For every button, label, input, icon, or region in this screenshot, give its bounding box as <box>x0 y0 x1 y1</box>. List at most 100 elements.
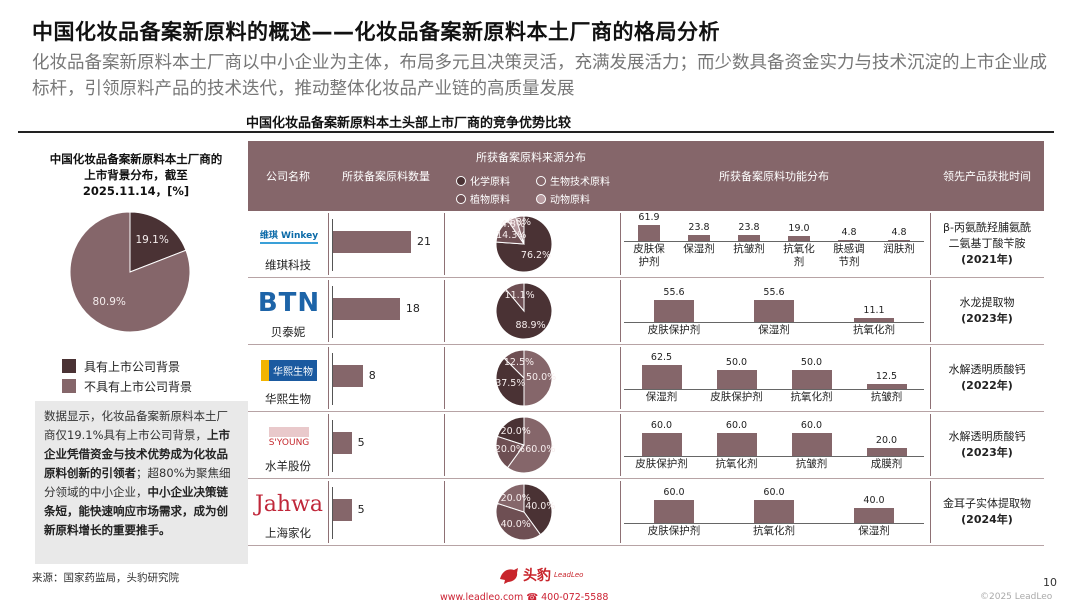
function-value: 55.6 <box>663 287 685 299</box>
company-logo: S'YOUNG <box>254 418 324 456</box>
footer-brand: 头豹 <box>523 568 551 584</box>
function-label: 肤感调节剂 <box>833 243 865 268</box>
listing-pie-label: 19.1% <box>135 233 169 246</box>
function-bar-chart: 55.6 皮肤保护剂 55.6 保湿剂 11.1 抗氧化剂 <box>620 278 928 344</box>
function-label: 保湿剂 <box>858 525 890 537</box>
source-pie-slice-0 <box>506 416 553 474</box>
column-divider <box>930 213 931 275</box>
source-pie-chart <box>495 349 553 407</box>
legend-item: 不具有上市公司背景 <box>62 376 192 396</box>
leadleo-logo: 头豹 LeadLeo <box>498 565 583 585</box>
function-label: 抗皱剂 <box>795 458 828 470</box>
function-label: 成膜剂 <box>870 458 903 470</box>
function-value: 20.0 <box>875 435 898 447</box>
function-label: 抗皱剂 <box>733 243 765 255</box>
function-value: 50.0 <box>800 356 823 368</box>
function-value: 60.0 <box>650 419 673 431</box>
product-name: β-丙氨酰羟脯氨酰 <box>943 221 1031 234</box>
function-bar <box>716 369 757 389</box>
source-pie-label: 60.0% <box>525 443 556 455</box>
function-axis <box>624 523 924 524</box>
function-label: 皮肤保护剂 <box>710 391 763 403</box>
company-logo: 华熙生物 <box>254 351 324 389</box>
column-divider <box>930 280 931 342</box>
approval-year: (2023年) <box>961 446 1013 459</box>
function-bar <box>791 432 832 456</box>
left-chart-title: 中国化妆品备案新原料本土厂商的上市背景分布，截至2025.11.14，[%] <box>49 152 223 198</box>
function-value: 19.0 <box>788 223 810 235</box>
function-label: 皮肤保护剂 <box>635 458 688 470</box>
source-pie-label: 40.0% <box>525 501 556 513</box>
source-pie-label: 20.0% <box>500 493 531 505</box>
source-legend-swatch <box>536 175 546 186</box>
function-axis <box>624 389 924 390</box>
function-bar-chart: 60.0 皮肤保护剂 60.0 抗氧化剂 40.0 保湿剂 <box>620 479 928 545</box>
function-label: 抗氧化剂 <box>790 391 833 403</box>
legend-item: 具有上市公司背景 <box>62 356 192 376</box>
listing-pie-slice-0 <box>129 211 187 273</box>
leading-product: 金耳子实体提取物 (2024年) <box>930 479 1044 545</box>
note-text: 中小企业决策链条短，能快速响应市场需求，成为创新原料增长的重要推手。 <box>44 485 228 537</box>
table-row: 华熙生物 华熙生物 8 50.0% 37.5% 12.5% 62.5 保湿剂 50.0 皮肤保护剂… <box>248 345 1044 411</box>
function-bar <box>854 317 894 322</box>
approval-year: (2022年) <box>961 379 1013 392</box>
footer-contact[interactable]: www.leadleo.com ☎ 400-072-5588 <box>440 592 609 603</box>
column-divider <box>620 213 621 275</box>
table-row: BTN 贝泰妮 18 88.9% 11.1% 55.6 皮肤保护剂 55.6 保湿剂 11.1 抗氧… <box>248 278 1044 344</box>
function-value: 60.0 <box>763 486 785 498</box>
legend-swatch <box>62 379 76 393</box>
leading-product: 水解透明质酸钙 (2023年) <box>930 412 1044 478</box>
function-label: 抗氧化剂 <box>753 525 795 537</box>
count-axis <box>332 353 333 405</box>
note-text: 数据显示，化妆品备案新原料本土厂商仅19.1%具有上市公司背景， <box>44 409 228 442</box>
function-bar <box>791 369 832 389</box>
company-logo-text: 华熙生物 <box>261 359 317 381</box>
footer-brand-en: LeadLeo <box>554 571 584 579</box>
header-source: 所获备案原料来源分布 化学原料 生物技术原料 植物原料 动物原料 <box>444 141 618 211</box>
page-subtitle: 化妆品备案新原料本土厂商以中小企业为主体，布局多元且决策灵活，充满发展活力；而少… <box>32 53 1047 99</box>
count-value: 5 <box>357 503 365 516</box>
function-axis <box>624 322 924 323</box>
leading-product: 水龙提取物 (2023年) <box>930 278 1044 344</box>
company-name: 贝泰妮 <box>270 325 306 339</box>
source-pie-chart <box>495 215 553 273</box>
source-pie-label: 20.0% <box>500 426 531 438</box>
function-bar <box>641 364 682 389</box>
column-divider <box>620 347 621 409</box>
header-approval: 领先产品获批时间 <box>943 170 1031 183</box>
header-count: 所获备案原料数量 <box>342 170 430 183</box>
function-bar <box>754 499 794 523</box>
source-pie-label: 11.1% <box>504 289 535 301</box>
function-bar <box>888 239 910 241</box>
function-bar <box>716 432 757 456</box>
count-axis <box>332 420 333 472</box>
count-value: 5 <box>357 436 365 449</box>
function-axis <box>624 456 924 457</box>
listing-pie-label: 80.9% <box>92 296 126 309</box>
function-label: 保湿剂 <box>683 243 715 255</box>
note-text: ；超80%为聚焦细分领域的中小企业， <box>44 466 231 499</box>
company-name: 华熙生物 <box>265 392 311 406</box>
function-value: 40.0 <box>863 494 885 506</box>
column-divider <box>328 481 329 543</box>
function-bar <box>654 499 694 523</box>
row-divider <box>248 545 1044 546</box>
function-value: 60.0 <box>663 486 685 498</box>
function-bar <box>854 507 894 523</box>
note-box: 数据显示，化妆品备案新原料本土厂商仅19.1%具有上市公司背景，上市企业凭借资金… <box>35 401 248 564</box>
pie-legend: 具有上市公司背景 不具有上市公司背景 <box>62 356 192 396</box>
column-divider <box>444 213 445 275</box>
title-divider <box>18 131 1054 133</box>
source-pie-label: 50.0% <box>526 372 557 383</box>
source-pie-slice-2 <box>503 349 525 380</box>
listing-background-pie-chart <box>69 211 191 333</box>
function-bar <box>754 300 794 322</box>
function-value: 60.0 <box>800 419 823 431</box>
note-text: 上市企业凭借资金与技术优势成为化妆品原料创新的引领者 <box>44 428 231 480</box>
listing-pie-slice-1 <box>69 211 191 333</box>
table-row: 维琪 Winkey 维琪科技 21 76.2% 14.3% 4.8% 4.8% 61.9 皮肤保… <box>248 211 1044 277</box>
header-company: 公司名称 <box>266 170 310 183</box>
count-bar <box>333 298 400 320</box>
page-number: 10 <box>1043 576 1057 589</box>
column-divider <box>444 414 445 476</box>
